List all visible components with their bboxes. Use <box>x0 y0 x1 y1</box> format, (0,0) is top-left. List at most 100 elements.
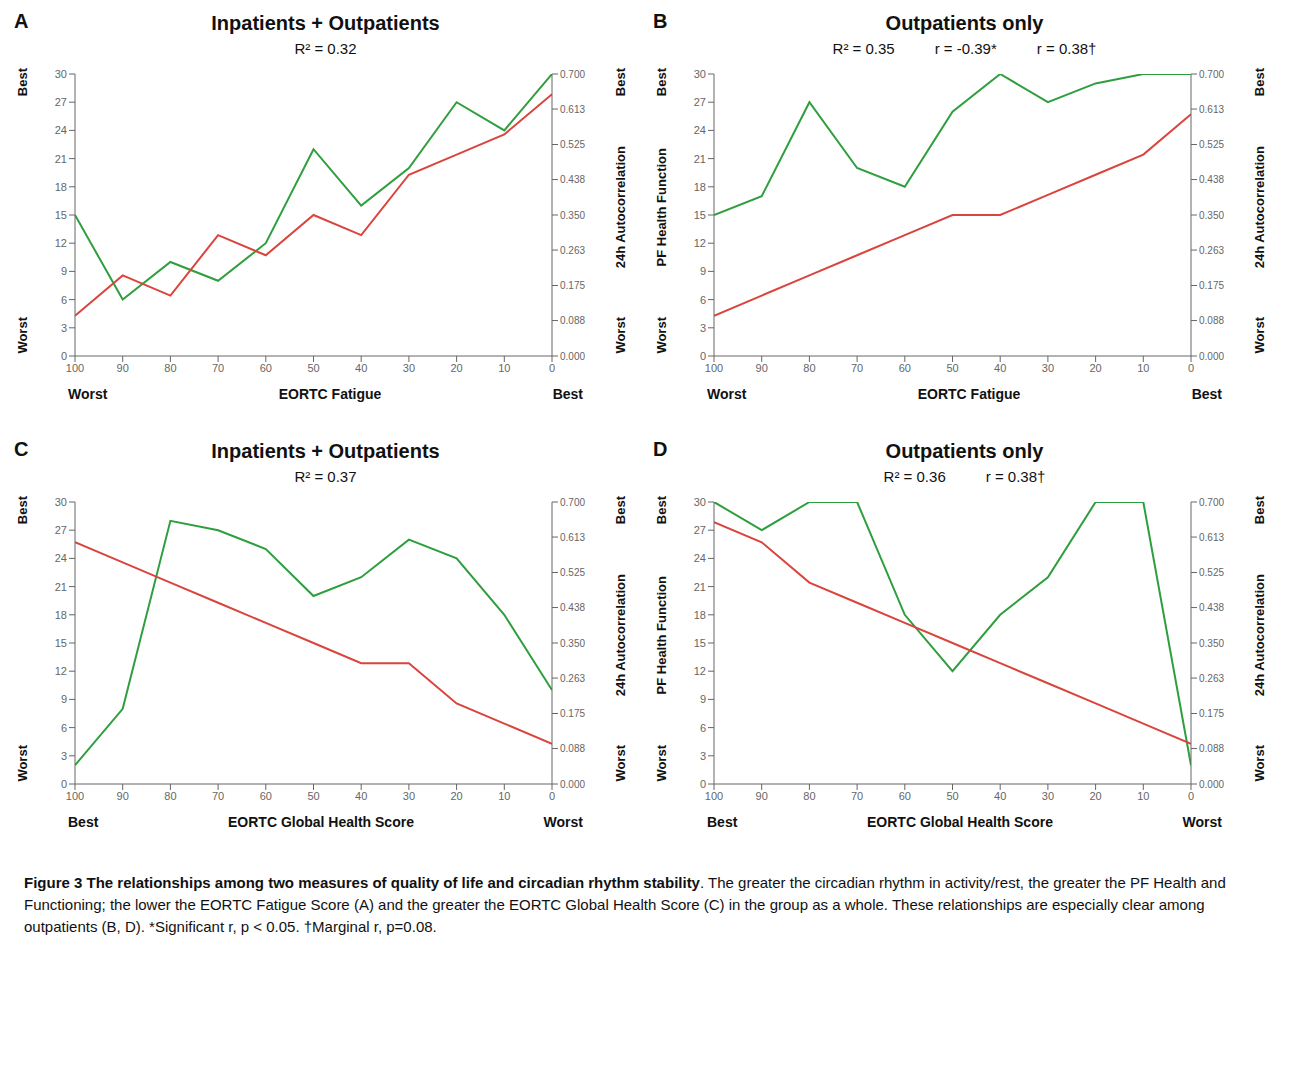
svg-text:20: 20 <box>450 790 462 802</box>
svg-text:9: 9 <box>700 265 706 277</box>
svg-text:0.613: 0.613 <box>560 532 585 543</box>
svg-text:0.350: 0.350 <box>1199 638 1224 649</box>
svg-text:3: 3 <box>700 322 706 334</box>
svg-text:15: 15 <box>55 637 67 649</box>
svg-text:18: 18 <box>55 609 67 621</box>
svg-text:12: 12 <box>694 665 706 677</box>
svg-text:90: 90 <box>756 362 768 374</box>
svg-text:80: 80 <box>164 362 176 374</box>
svg-text:0.000: 0.000 <box>560 351 585 362</box>
svg-text:18: 18 <box>55 181 67 193</box>
svg-text:20: 20 <box>450 362 462 374</box>
svg-text:12: 12 <box>55 237 67 249</box>
svg-text:0.438: 0.438 <box>560 602 585 613</box>
svg-text:0.350: 0.350 <box>1199 210 1224 221</box>
svg-text:21: 21 <box>55 153 67 165</box>
svg-text:0.613: 0.613 <box>1199 532 1224 543</box>
svg-text:0.000: 0.000 <box>560 779 585 790</box>
svg-text:60: 60 <box>260 362 272 374</box>
svg-text:50: 50 <box>946 362 958 374</box>
svg-text:0: 0 <box>1188 362 1194 374</box>
svg-text:80: 80 <box>803 362 815 374</box>
svg-text:0.350: 0.350 <box>560 210 585 221</box>
svg-text:0.175: 0.175 <box>560 708 585 719</box>
svg-text:0.263: 0.263 <box>1199 245 1224 256</box>
svg-text:12: 12 <box>694 237 706 249</box>
svg-text:9: 9 <box>61 693 67 705</box>
svg-text:10: 10 <box>498 362 510 374</box>
svg-text:0.438: 0.438 <box>560 174 585 185</box>
svg-text:0.175: 0.175 <box>560 280 585 291</box>
svg-text:3: 3 <box>61 750 67 762</box>
svg-text:0.088: 0.088 <box>560 743 585 754</box>
svg-text:0.350: 0.350 <box>560 638 585 649</box>
svg-text:0.700: 0.700 <box>1199 69 1224 80</box>
svg-text:0.613: 0.613 <box>560 104 585 115</box>
svg-text:27: 27 <box>55 524 67 536</box>
svg-text:40: 40 <box>355 790 367 802</box>
svg-text:50: 50 <box>307 362 319 374</box>
svg-text:0: 0 <box>61 778 67 790</box>
svg-text:70: 70 <box>212 362 224 374</box>
svg-text:24: 24 <box>694 552 706 564</box>
svg-text:3: 3 <box>700 750 706 762</box>
svg-text:80: 80 <box>164 790 176 802</box>
svg-text:18: 18 <box>694 609 706 621</box>
svg-text:100: 100 <box>66 790 84 802</box>
svg-text:24: 24 <box>55 552 67 564</box>
svg-text:15: 15 <box>55 209 67 221</box>
svg-text:90: 90 <box>756 790 768 802</box>
svg-text:0.525: 0.525 <box>560 567 585 578</box>
svg-text:60: 60 <box>899 362 911 374</box>
svg-text:9: 9 <box>700 693 706 705</box>
svg-text:30: 30 <box>403 362 415 374</box>
svg-text:50: 50 <box>946 790 958 802</box>
svg-text:30: 30 <box>694 68 706 80</box>
svg-text:3: 3 <box>61 322 67 334</box>
svg-text:0.613: 0.613 <box>1199 104 1224 115</box>
svg-text:90: 90 <box>117 790 129 802</box>
svg-text:24: 24 <box>55 124 67 136</box>
svg-text:6: 6 <box>700 722 706 734</box>
svg-text:70: 70 <box>212 790 224 802</box>
svg-text:0.438: 0.438 <box>1199 602 1224 613</box>
svg-text:6: 6 <box>61 722 67 734</box>
svg-text:27: 27 <box>694 524 706 536</box>
svg-text:60: 60 <box>899 790 911 802</box>
svg-text:27: 27 <box>694 96 706 108</box>
svg-text:10: 10 <box>1137 362 1149 374</box>
svg-text:0: 0 <box>61 350 67 362</box>
svg-text:0: 0 <box>700 350 706 362</box>
svg-text:100: 100 <box>705 362 723 374</box>
svg-text:0.700: 0.700 <box>560 497 585 508</box>
svg-text:0.175: 0.175 <box>1199 708 1224 719</box>
svg-text:15: 15 <box>694 209 706 221</box>
svg-text:20: 20 <box>1089 362 1101 374</box>
svg-text:0.175: 0.175 <box>1199 280 1224 291</box>
svg-text:0.525: 0.525 <box>1199 139 1224 150</box>
svg-text:0.000: 0.000 <box>1199 779 1224 790</box>
svg-text:40: 40 <box>994 362 1006 374</box>
svg-text:12: 12 <box>55 665 67 677</box>
svg-text:0: 0 <box>700 778 706 790</box>
svg-text:50: 50 <box>307 790 319 802</box>
svg-text:27: 27 <box>55 96 67 108</box>
svg-text:0.263: 0.263 <box>560 245 585 256</box>
svg-text:0.088: 0.088 <box>560 315 585 326</box>
svg-text:18: 18 <box>694 181 706 193</box>
svg-text:15: 15 <box>694 637 706 649</box>
svg-text:60: 60 <box>260 790 272 802</box>
svg-text:40: 40 <box>355 362 367 374</box>
svg-text:100: 100 <box>705 790 723 802</box>
svg-text:30: 30 <box>403 790 415 802</box>
svg-text:0: 0 <box>549 362 555 374</box>
svg-text:100: 100 <box>66 362 84 374</box>
svg-text:21: 21 <box>694 153 706 165</box>
svg-text:30: 30 <box>1042 362 1054 374</box>
svg-text:0.263: 0.263 <box>1199 673 1224 684</box>
svg-text:30: 30 <box>55 496 67 508</box>
svg-text:0.088: 0.088 <box>1199 315 1224 326</box>
svg-text:20: 20 <box>1089 790 1101 802</box>
svg-text:0: 0 <box>549 790 555 802</box>
svg-text:80: 80 <box>803 790 815 802</box>
